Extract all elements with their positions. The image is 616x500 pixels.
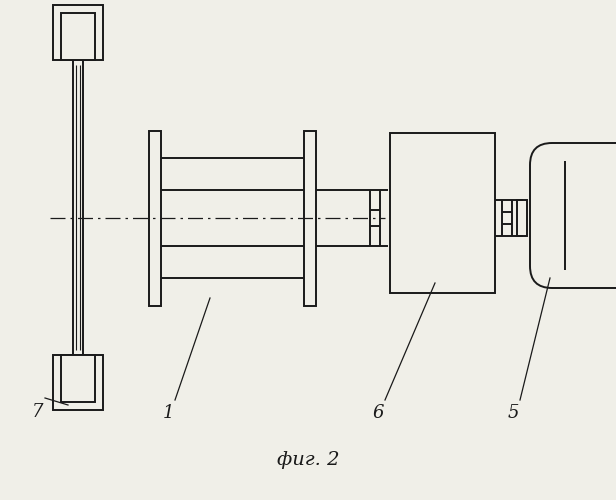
Bar — [304, 131, 316, 306]
Bar — [149, 131, 161, 306]
Bar — [61, 355, 95, 402]
Bar — [517, 200, 527, 236]
Text: 1: 1 — [162, 404, 174, 422]
Text: фиг. 2: фиг. 2 — [277, 451, 339, 469]
Bar — [53, 5, 103, 60]
Bar — [390, 133, 495, 293]
Text: 7: 7 — [32, 403, 44, 421]
Bar — [53, 355, 103, 410]
FancyBboxPatch shape — [530, 143, 616, 288]
Text: 6: 6 — [372, 404, 384, 422]
Bar — [73, 60, 83, 355]
Text: 5: 5 — [507, 404, 519, 422]
Bar — [61, 13, 95, 60]
